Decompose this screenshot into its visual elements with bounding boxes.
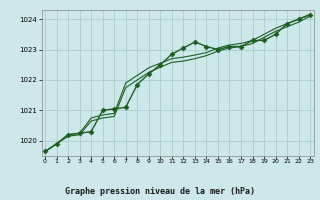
Text: Graphe pression niveau de la mer (hPa): Graphe pression niveau de la mer (hPa) xyxy=(65,187,255,196)
